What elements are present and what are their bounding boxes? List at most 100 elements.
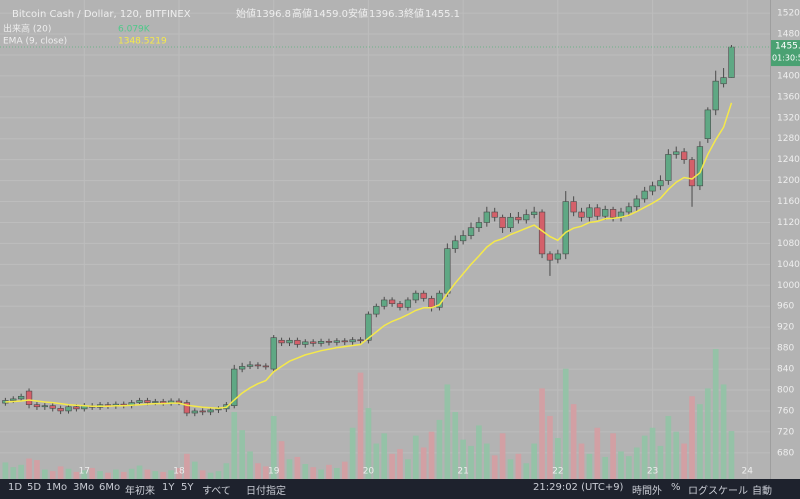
- range-button[interactable]: 5D: [27, 482, 42, 493]
- volume-bar: [318, 469, 324, 479]
- candle-body: [341, 340, 348, 343]
- range-button[interactable]: 5Y: [181, 482, 194, 493]
- candle-body: [602, 209, 609, 217]
- date-range-button[interactable]: 日付指定: [246, 486, 286, 497]
- candle-body: [633, 198, 640, 208]
- candle-body: [523, 214, 530, 221]
- range-button[interactable]: 1D: [8, 482, 23, 493]
- range-button[interactable]: 6Mo: [99, 482, 121, 493]
- y-tick-label: 1520: [777, 9, 800, 19]
- candle-body: [657, 180, 664, 187]
- last-price-box: [771, 40, 800, 67]
- candle-body: [207, 409, 214, 413]
- volume-layer: [2, 349, 735, 479]
- candle-body: [286, 339, 293, 344]
- legend-value: 1459.0: [313, 9, 348, 20]
- y-tick-label: 1480: [777, 30, 800, 40]
- volume-bar: [389, 453, 395, 479]
- range-button[interactable]: すべて: [202, 486, 231, 497]
- ema-line: [5, 102, 733, 410]
- volume-bar: [515, 453, 522, 479]
- volume-bar: [381, 433, 388, 479]
- candle-body: [452, 240, 459, 249]
- volume-bar: [531, 443, 538, 479]
- candle-body: [396, 303, 404, 308]
- volume-bar: [720, 384, 727, 479]
- candle-body: [507, 216, 514, 229]
- candle-body: [365, 313, 372, 341]
- candle-body: [412, 292, 419, 301]
- candle-body: [594, 207, 601, 217]
- volume-bar: [420, 447, 427, 479]
- volume-bar: [57, 466, 64, 479]
- volume-bar: [41, 469, 48, 479]
- candle-body: [136, 400, 143, 403]
- volume-bar: [365, 408, 372, 479]
- candle-body: [357, 339, 364, 342]
- auto-button[interactable]: 自動: [752, 486, 772, 497]
- y-tick-label: 880: [777, 344, 794, 354]
- x-tick-label: 20: [363, 467, 375, 477]
- log-scale-button[interactable]: ログスケール: [688, 486, 748, 497]
- volume-bar: [223, 463, 230, 479]
- candle-body: [57, 408, 64, 412]
- candle-body: [554, 253, 561, 260]
- range-button[interactable]: 3Mo: [73, 482, 95, 493]
- volume-bar: [255, 463, 261, 479]
- x-tick-label: 19: [268, 467, 280, 477]
- legend-label: 終値: [404, 7, 424, 20]
- session-button[interactable]: 時間外: [632, 486, 662, 497]
- candle-body: [680, 151, 688, 160]
- overlay-layer: [0, 46, 770, 410]
- volume-bar: [626, 456, 632, 479]
- candle-body: [302, 341, 309, 345]
- clock: 21:29:02 (UTC+9): [533, 482, 624, 493]
- volume-bar: [144, 469, 151, 479]
- volume-bar: [262, 466, 269, 479]
- candle-body: [317, 341, 325, 344]
- candle-body: [381, 299, 388, 307]
- volume-bar: [728, 431, 735, 479]
- range-button[interactable]: 1Mo: [46, 482, 68, 493]
- candle-body: [231, 368, 238, 407]
- volume-bar: [523, 463, 530, 479]
- x-tick-label: 22: [552, 467, 563, 477]
- volume-bar: [286, 459, 293, 479]
- volume-bar: [491, 455, 498, 479]
- grid: [0, 0, 770, 479]
- candle-body: [688, 159, 696, 187]
- candle-body: [239, 366, 246, 370]
- volume-bar: [547, 415, 553, 479]
- y-tick-label: 1280: [777, 134, 800, 144]
- candle-body: [144, 400, 151, 403]
- y-tick-label: 1400: [777, 71, 800, 81]
- volume-bar: [673, 431, 680, 479]
- candle-body: [175, 400, 183, 403]
- legend: Bitcoin Cash / Dollar, 120, BITFINEX 始値 …: [3, 7, 460, 47]
- candle-body: [665, 154, 672, 181]
- volume-bar: [97, 471, 103, 479]
- candle-body: [696, 146, 704, 187]
- volume-bar: [689, 396, 695, 479]
- candle-body: [531, 211, 538, 215]
- candle-body: [49, 405, 56, 409]
- volume-bar: [26, 458, 32, 479]
- candle-body: [467, 227, 475, 236]
- volume-bar: [405, 459, 411, 479]
- ema-legend-value: 1348.5219: [118, 37, 167, 47]
- candle-body: [25, 390, 33, 405]
- x-tick-label: 17: [79, 467, 90, 477]
- y-tick-label: 1120: [777, 218, 800, 228]
- volume-bar: [476, 425, 482, 479]
- candle-body: [246, 364, 254, 367]
- volume-bar: [168, 470, 174, 479]
- volume-bar: [641, 435, 648, 479]
- volume-bar: [357, 372, 364, 479]
- range-button[interactable]: 年初来: [125, 486, 155, 497]
- candle-body: [10, 398, 17, 401]
- range-button[interactable]: 1Y: [162, 482, 175, 493]
- candle-body: [475, 222, 483, 229]
- volume-bar: [586, 453, 593, 479]
- percent-button[interactable]: %: [671, 482, 681, 493]
- volume-bar: [81, 470, 88, 479]
